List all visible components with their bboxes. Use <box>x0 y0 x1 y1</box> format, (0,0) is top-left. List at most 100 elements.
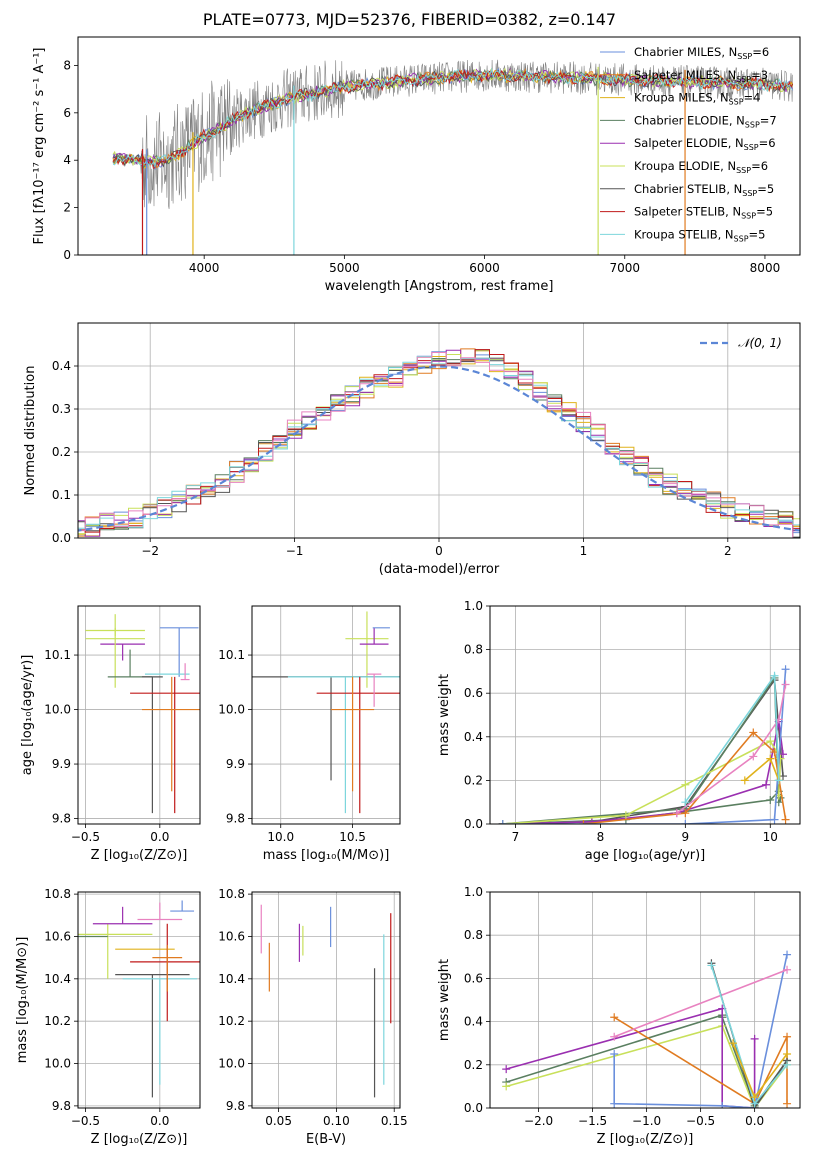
legend-entry: 𝒩(0, 1) <box>738 336 782 350</box>
y-tick-label: 9.8 <box>226 812 245 826</box>
y-tick-label: 8 <box>63 58 71 72</box>
x-tick-label: −1.5 <box>578 1114 607 1128</box>
weight-marker <box>749 728 758 737</box>
legend-entry: Chabrier MILES, NSSP=6 <box>634 45 769 61</box>
y-tick-label: 10.4 <box>218 972 245 986</box>
spectrum-panel: 4000 5000 6000 7000 8000 0 2 4 6 8 wavelength [Ang… <box>32 36 801 294</box>
weight-marker <box>610 1032 619 1041</box>
x-tick-label: 1 <box>580 544 588 558</box>
weight-marker <box>783 1032 792 1041</box>
weight-marker <box>718 1101 727 1108</box>
x-axis-label: Z [log₁₀(Z/Z⊙)] <box>91 848 188 863</box>
weight-marker <box>770 815 779 824</box>
weight-marker <box>587 817 596 824</box>
y-tick-label: 10.0 <box>218 1057 245 1071</box>
y-tick-label: 0.0 <box>52 531 71 545</box>
x-tick-label: 0.0 <box>150 830 169 844</box>
y-tick-label: 0.1 <box>52 488 71 502</box>
y-tick-label: 10.1 <box>218 648 245 662</box>
weight-marker <box>762 780 771 789</box>
residual-histogram <box>78 349 800 537</box>
model-spectrum <box>112 67 794 168</box>
residual-histogram <box>78 356 800 529</box>
weight-marker <box>681 820 690 824</box>
plot-area <box>85 614 200 814</box>
weight-marker <box>579 820 588 824</box>
x-axis-label: Z [log₁₀(Z/Z⊙)] <box>91 1132 188 1147</box>
plot-area <box>502 950 792 1108</box>
plot-area <box>498 665 790 824</box>
axes-frame <box>77 322 801 539</box>
x-tick-label: 0 <box>435 544 443 558</box>
x-axis-label: Z [log₁₀(Z/Z⊙)] <box>597 1132 694 1147</box>
weight-marker <box>781 665 790 674</box>
x-tick-label: −0.5 <box>71 830 100 844</box>
plot-area <box>260 904 392 1098</box>
x-axis-label: E(B-V) <box>306 1132 346 1147</box>
y-axis-label: age [log₁₀(age/yr)] <box>20 655 35 776</box>
x-tick-label: 10.0 <box>267 830 294 844</box>
y-tick-label: 0.2 <box>52 445 71 459</box>
legend-entry: Salpeter STELIB, NSSP=5 <box>634 205 773 221</box>
weight-line <box>744 757 780 782</box>
plot-area <box>252 611 400 814</box>
age-vs-mass-panel: 10.0 10.5 9.8 9.9 10.0 10.1 mass [log₁₀(M/M⊙)] <box>218 605 401 863</box>
x-tick-label: 0.0 <box>745 1114 764 1128</box>
residual-panel: −2 −1 0 1 2 0.0 0.1 0.2 0.3 0.4 (data-model)/error… <box>23 322 801 577</box>
weight-marker <box>783 1050 792 1058</box>
weight-marker <box>672 809 681 818</box>
x-tick-label: 7000 <box>609 261 640 275</box>
weight-vs-age-panel: 7 8 9 10 0.0 0.2 0.4 0.6 0.8 1.0 age [log₁₀(age/yr… <box>437 599 801 863</box>
legend-entry: Salpeter ELODIE, NSSP=6 <box>634 136 776 152</box>
y-tick-label: 9.8 <box>52 812 71 826</box>
figure-title: PLATE=0773, MJD=52376, FIBERID=0382, z=0… <box>202 10 617 29</box>
weight-marker <box>783 965 792 974</box>
x-tick-label: 0.10 <box>323 1114 350 1128</box>
legend-entry: Kroupa STELIB, NSSP=5 <box>634 227 765 243</box>
y-tick-label: 10.0 <box>218 703 245 717</box>
weight-marker <box>502 1082 511 1091</box>
y-tick-label: 0.4 <box>52 359 71 373</box>
x-tick-label: 4000 <box>189 261 220 275</box>
y-tick-label: 10.8 <box>218 887 245 901</box>
axes-frame <box>251 891 401 1109</box>
legend-entry: Chabrier STELIB, NSSP=5 <box>634 182 774 198</box>
weight-marker <box>621 811 630 820</box>
y-axis-label: Flux [fλ10⁻¹⁷ erg cm⁻² s⁻¹ A⁻¹] <box>32 48 47 245</box>
y-tick-label: 1.0 <box>464 599 483 613</box>
weight-marker <box>783 950 792 959</box>
weight-line <box>613 1016 788 1105</box>
weight-marker <box>681 809 690 818</box>
weight-line <box>502 669 787 824</box>
weight-marker <box>774 776 783 785</box>
x-tick-label: −1.0 <box>632 1114 661 1128</box>
weight-marker <box>610 1013 619 1022</box>
y-tick-label: 9.8 <box>52 1099 71 1113</box>
y-tick-label: 0.6 <box>464 686 483 700</box>
y-tick-label: 10.8 <box>44 887 71 901</box>
x-axis-label: wavelength [Angstrom, rest frame] <box>325 279 554 294</box>
x-tick-label: 9 <box>682 830 690 844</box>
weight-marker <box>502 1065 511 1074</box>
x-tick-label: 6000 <box>469 261 500 275</box>
axes-frame <box>489 605 801 825</box>
y-axis-label: Normed distribution <box>23 366 38 496</box>
x-tick-label: 2 <box>724 544 732 558</box>
y-tick-label: 0.3 <box>52 402 71 416</box>
weight-marker <box>783 1099 792 1108</box>
weight-marker <box>681 798 690 807</box>
mass-vs-EBV-panel: 0.05 0.10 0.15 9.8 10.0 10.2 10.4 10.6 10.8 E(B-V… <box>218 887 407 1147</box>
y-tick-label: 4 <box>63 153 71 167</box>
y-tick-label: 9.9 <box>226 757 245 771</box>
weight-marker <box>750 1093 759 1102</box>
y-tick-label: 9.9 <box>52 757 71 771</box>
x-tick-label: 5000 <box>329 261 360 275</box>
y-tick-label: 10.1 <box>44 648 71 662</box>
weight-marker <box>729 1039 738 1048</box>
axes-frame <box>251 605 401 825</box>
y-axis-label: mass weight <box>437 959 452 1041</box>
x-tick-label: −2 <box>141 544 159 558</box>
y-tick-label: 10.0 <box>44 703 71 717</box>
y-tick-label: 2 <box>63 201 71 215</box>
